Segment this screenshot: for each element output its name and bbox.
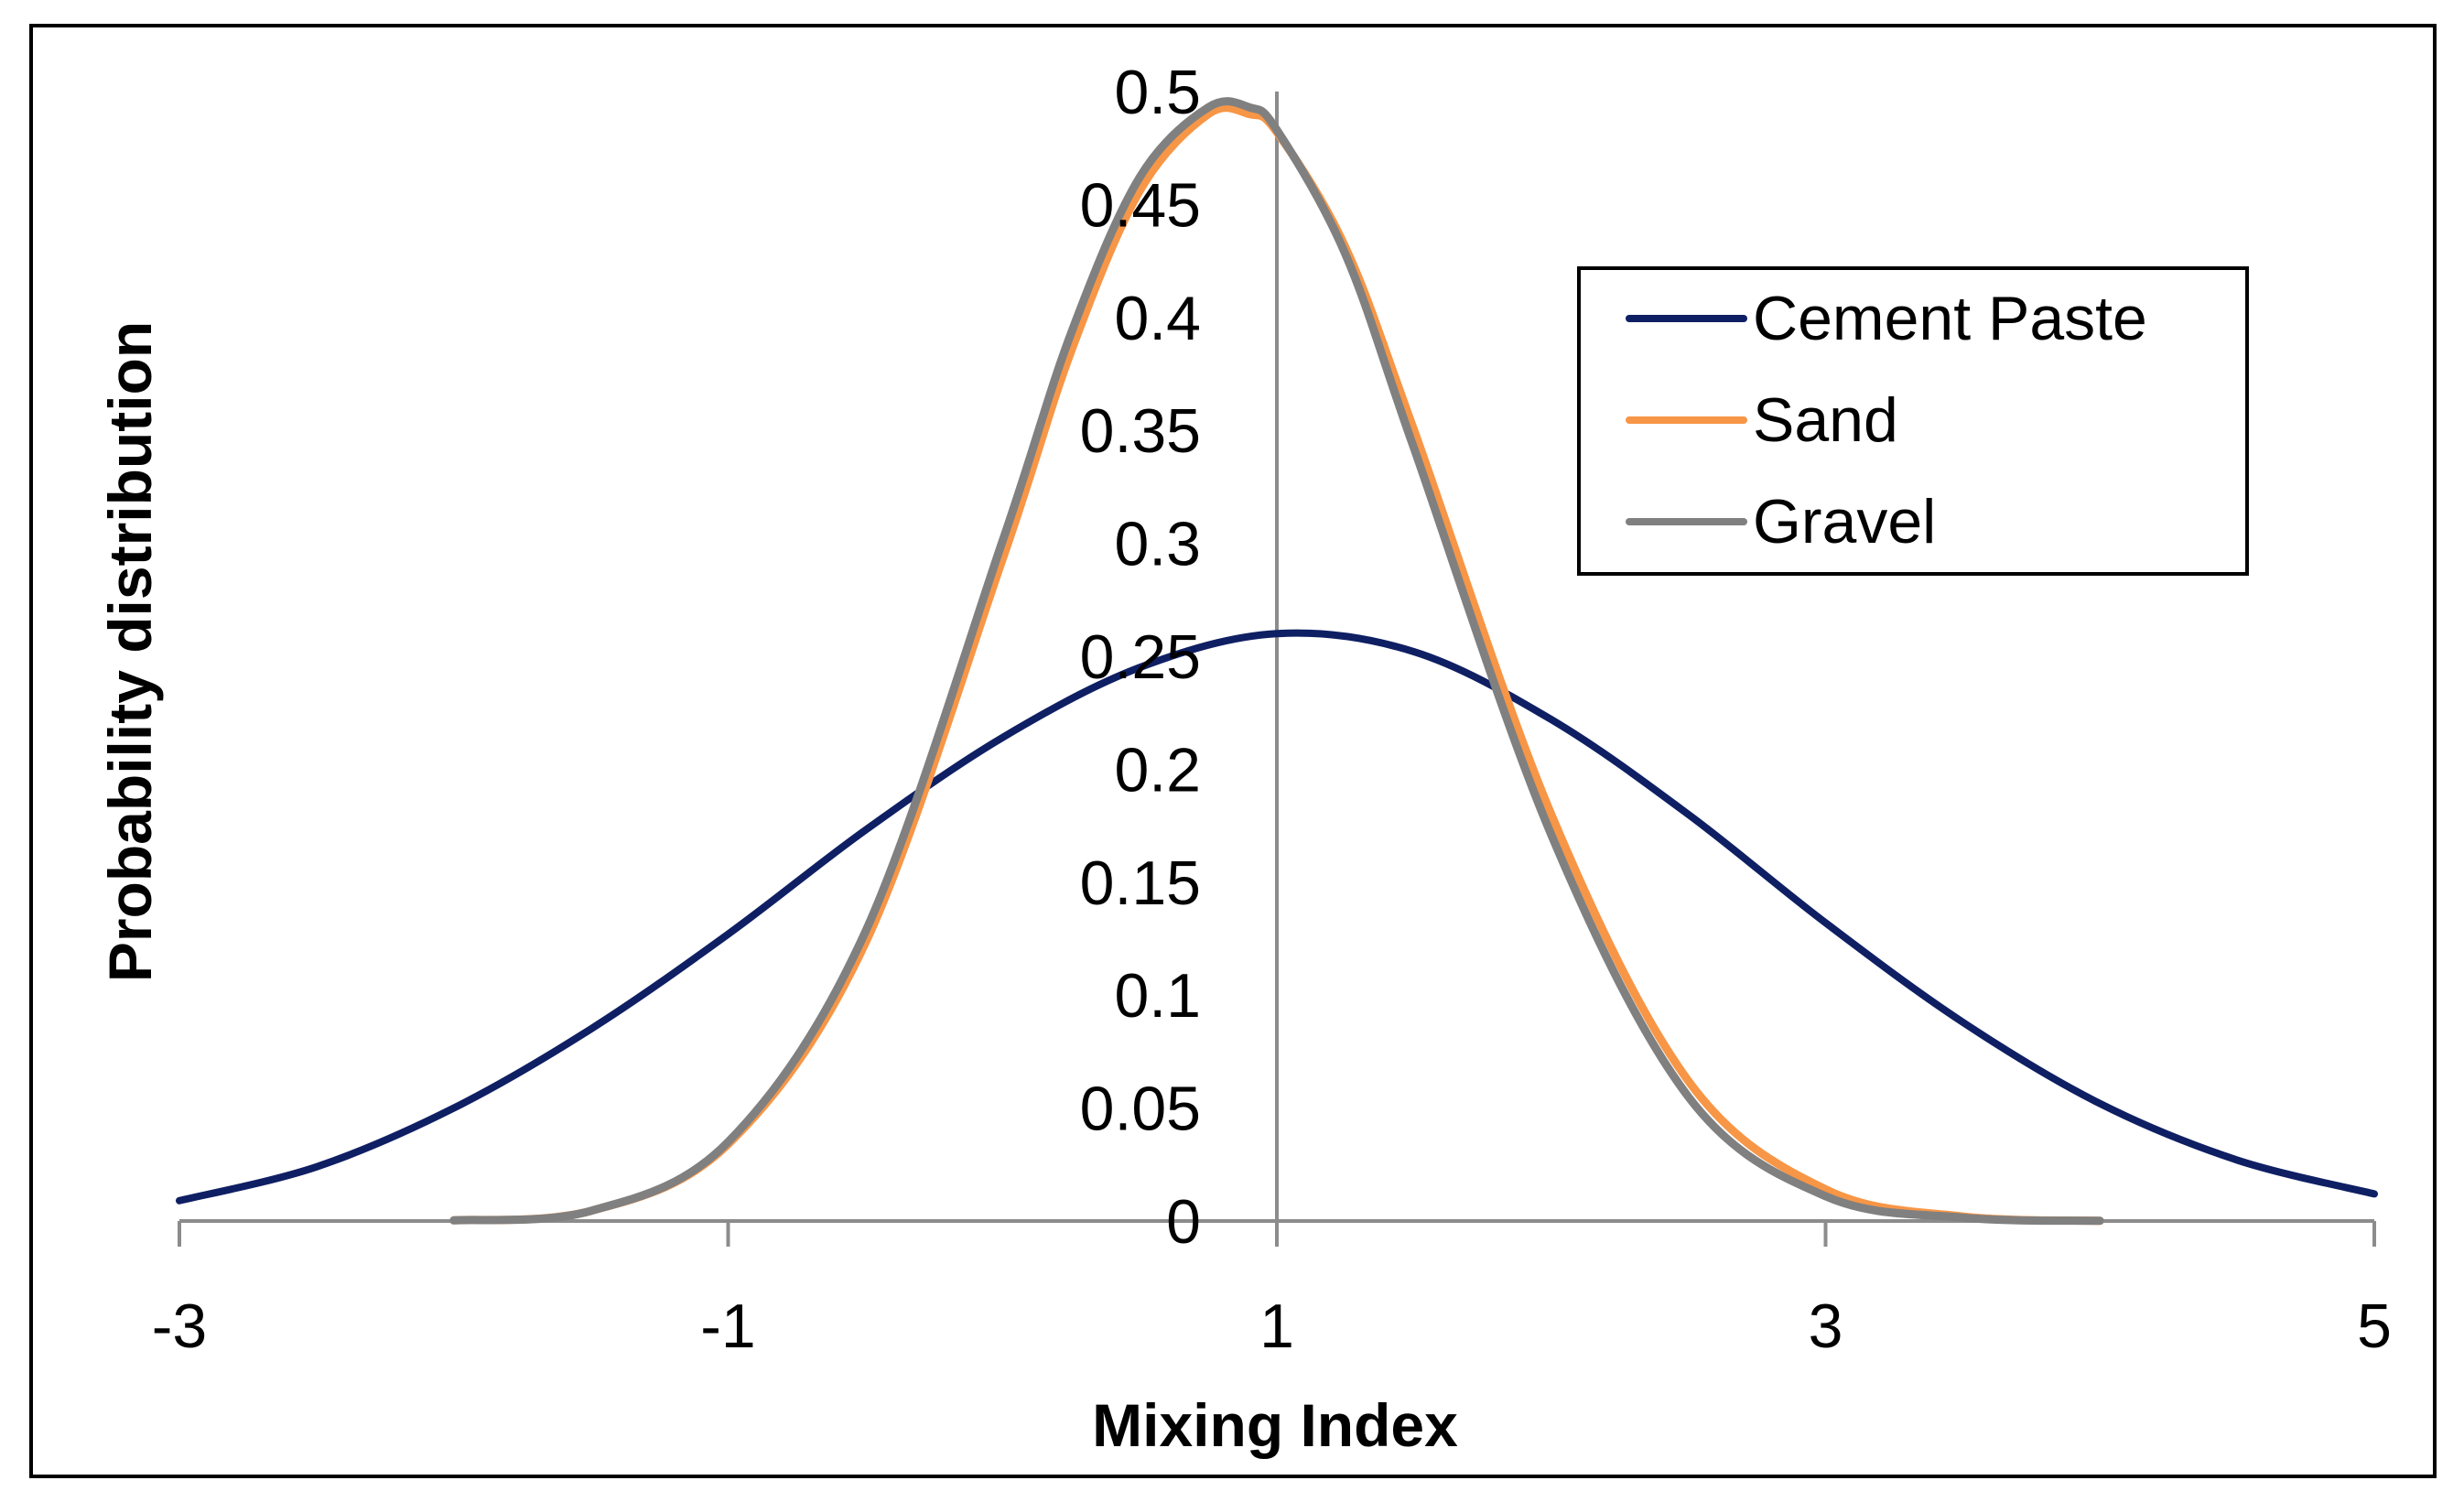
y-tick-label: 0 [1166, 1187, 1201, 1257]
y-tick-label: 0.3 [1114, 510, 1201, 579]
legend-label-cement-paste: Cement Paste [1753, 284, 2147, 353]
x-tick-label: 1 [1259, 1291, 1294, 1361]
legend-label-gravel: Gravel [1753, 487, 1936, 556]
series-line-cement-paste [176, 629, 2378, 1205]
y-tick-label: 0.5 [1114, 58, 1201, 127]
chart-frame [29, 24, 2437, 1478]
legend: Cement Paste Sand Gravel [1577, 266, 2249, 576]
y-tick-label: 0.05 [1080, 1075, 1201, 1144]
y-tick-label: 0.15 [1080, 848, 1201, 918]
x-tick-label: -3 [152, 1291, 207, 1361]
y-tick-label: 0.35 [1080, 396, 1201, 466]
x-tick-label: -1 [700, 1291, 755, 1361]
y-tick-label: 0.2 [1114, 735, 1201, 805]
series-line-gravel [449, 97, 2104, 1226]
series-line-sand [449, 103, 2104, 1226]
legend-label-sand: Sand [1753, 385, 1898, 455]
y-tick-label: 0.1 [1114, 961, 1201, 1031]
tick-labels: -3 -1 1 3 5 0 0.05 0.1 0.15 0.2 0.25 0.3 0.35 0.4 0.45… [152, 58, 2392, 1361]
y-axis-title: Probability distribution [96, 321, 164, 982]
x-tick-label: 5 [2357, 1291, 2392, 1361]
y-tick-label: 0.25 [1080, 622, 1201, 692]
x-tick-label: 3 [1809, 1291, 1843, 1361]
y-tick-label: 0.4 [1114, 284, 1201, 353]
y-tick-label: 0.45 [1080, 170, 1201, 240]
x-axis-title: Mixing Index [1092, 1391, 1458, 1459]
series-lines [176, 97, 2378, 1226]
